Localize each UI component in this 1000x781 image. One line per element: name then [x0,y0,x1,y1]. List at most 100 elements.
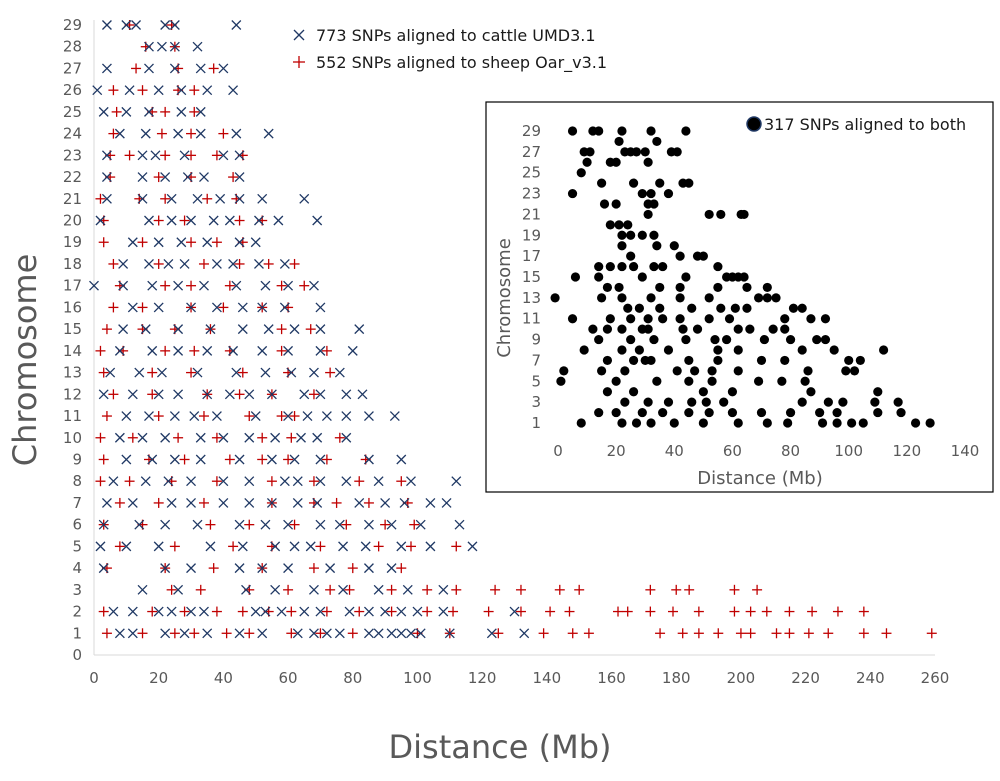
sheep-snp-marker [169,541,180,552]
inset-frame [485,101,994,493]
sheep-snp-marker [221,628,232,639]
shared-snp-dot [658,261,668,272]
shared-snp-dot [626,230,636,240]
inset-legend-label: 317 SNPs aligned to both [764,115,966,134]
shared-snp-dot [684,355,694,366]
sheep-snp-marker [263,258,274,269]
sheep-snp-marker [234,215,245,226]
shared-snp-dot [797,303,807,313]
shared-snp-dot [602,282,613,293]
cattle-snp-marker [92,85,103,96]
cattle-snp-marker [101,172,112,183]
sheep-snp-marker [622,606,633,617]
cattle-snp-marker [179,259,190,269]
cattle-snp-marker [228,345,239,356]
sheep-snp-marker [405,541,416,552]
cattle-snp-marker [186,476,196,487]
shared-snp-dot [675,251,685,261]
cattle-snp-marker [299,193,310,204]
cattle-snp-marker [341,389,352,400]
sheep-snp-marker [771,628,782,639]
cattle-snp-marker [189,411,200,421]
sheep-snp-marker [538,628,549,639]
cattle-snp-marker [144,411,154,421]
sheep-snp-marker [386,606,397,617]
shared-snp-dot [631,147,642,157]
sheep-snp-marker [729,584,740,595]
cattle-snp-marker [147,345,158,356]
shared-snp-dot [611,376,621,386]
cattle-snp-marker [299,606,310,617]
shared-snp-dot [812,334,822,345]
cattle-snp-marker [108,476,119,487]
inset-y-tick-label: 23 [522,185,541,203]
shared-snp-dot [602,387,613,397]
sheep-snp-marker [124,476,135,487]
sheep-snp-marker [208,63,219,74]
inset-points [550,126,935,428]
shared-snp-dot [707,366,717,376]
sheep-snp-marker [745,606,756,617]
shared-snp-dot [753,293,764,303]
sheep-snp-marker [160,345,171,356]
inset-legend-marker [746,116,762,132]
cattle-snp-marker [144,259,154,269]
main-y-tick-label: 16 [63,298,82,316]
cattle-snp-marker [95,541,106,552]
cattle-snp-marker [257,563,268,574]
cattle-snp-marker [308,628,319,639]
cattle-snp-marker [127,606,138,617]
main-y-tick-label: 22 [63,168,82,186]
shared-snp-dot [713,282,723,293]
cattle-snp-marker [325,563,336,574]
sheep-snp-marker [108,389,119,400]
sheep-snp-marker [186,128,197,139]
main-x-tick-label: 180 [662,669,691,687]
cattle-snp-marker [257,193,268,204]
sheep-snp-marker [493,628,504,639]
shared-snp-dot [614,220,624,230]
main-x-tick-label: 0 [89,669,99,687]
sheep-snp-marker [276,345,287,356]
main-x-tick-label: 80 [343,669,362,687]
cattle-snp-marker [192,367,203,378]
shared-snp-dot [704,314,714,324]
shared-snp-dot [727,407,738,418]
sheep-snp-marker [137,628,148,639]
cattle-snp-marker [302,411,313,421]
inset-x-tick-label: 40 [665,442,684,460]
cattle-snp-marker [205,541,216,552]
shared-snp-dot [879,345,889,355]
shared-snp-dot [649,230,659,240]
cattle-snp-marker [363,411,374,421]
cattle-snp-marker [357,389,368,400]
shared-snp-dot [797,397,807,407]
cattle-snp-marker [363,606,374,617]
sheep-snp-marker [735,628,746,639]
cattle-snp-marker [173,324,184,335]
main-y-tick-label: 27 [63,59,82,77]
sheep-snp-marker [286,606,297,617]
sheep-snp-marker [124,150,135,161]
sheep-snp-marker [784,628,795,639]
main-x-tick-label: 20 [149,669,168,687]
cattle-snp-marker [224,389,235,400]
cattle-snp-marker [308,280,319,291]
shared-snp-dot [594,272,604,282]
cattle-snp-marker [234,193,245,204]
shared-snp-dot [617,293,627,303]
inset-y-tick-label: 19 [522,226,541,244]
sheep-snp-marker [451,541,462,552]
cattle-snp-marker [441,497,452,508]
cattle-snp-marker [244,497,255,508]
sheep-snp-marker [244,628,255,639]
sheep-snp-marker [693,606,704,617]
main-y-ticks: 0123456789101112131415161718192021222324… [63,16,82,664]
cattle-snp-marker [244,476,255,487]
shared-snp-dot [704,293,714,303]
sheep-snp-marker [671,584,682,595]
inset-legend: 317 SNPs aligned to both [746,115,966,134]
cattle-snp-marker [338,541,349,552]
legend-label-sheep: 552 SNPs aligned to sheep Oar_v3.1 [316,53,607,73]
sheep-snp-marker [655,628,666,639]
